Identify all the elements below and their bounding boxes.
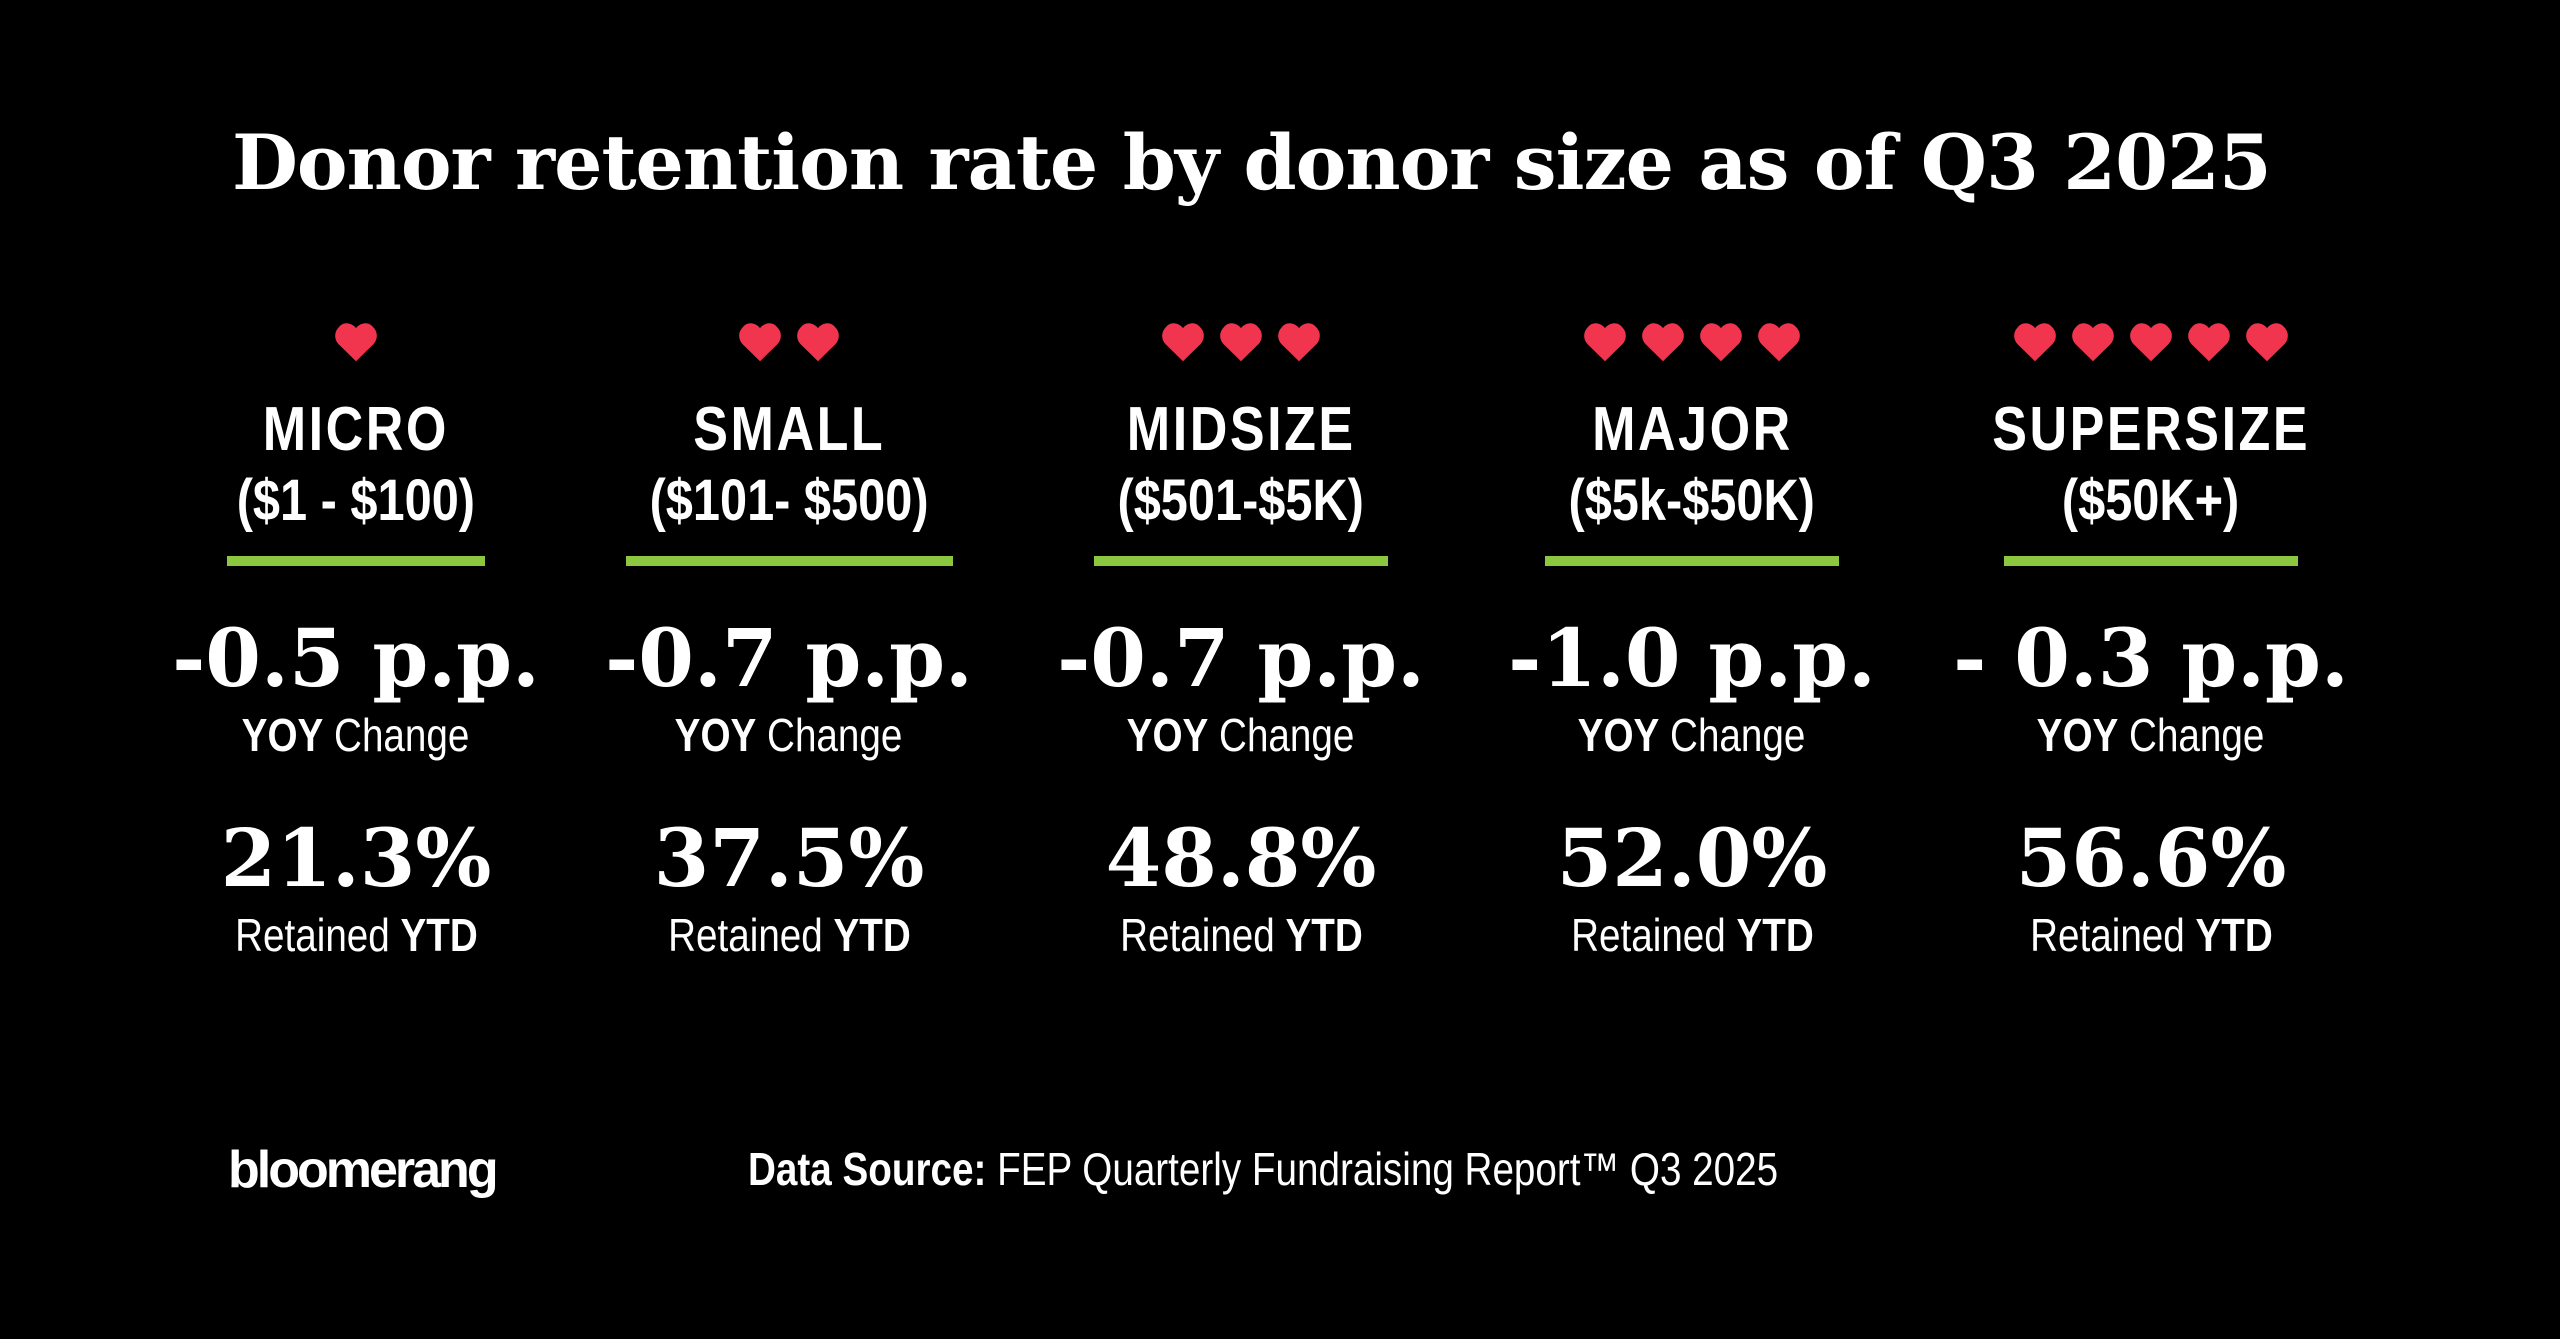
yoy-label-bold: YOY — [1578, 709, 1660, 761]
retained-label-text: Retained — [234, 909, 390, 961]
yoy-label-text: Change — [1670, 709, 1806, 761]
retained-value: 21.3% — [220, 811, 492, 905]
retained-label-bold: YTD — [1285, 909, 1363, 961]
segment-name: SMALL — [693, 395, 885, 464]
heart-rating — [559, 320, 1019, 376]
heart-icon — [2014, 323, 2056, 362]
heart-icon — [335, 323, 377, 362]
green-underline — [227, 556, 485, 566]
heart-icon — [1162, 323, 1204, 362]
retained-label-bold: YTD — [1736, 909, 1814, 961]
segment-range: ($501-$5K) — [1117, 468, 1365, 533]
yoy-label-text: Change — [767, 709, 903, 761]
yoy-value: - 0.3 p.p. — [1953, 611, 2349, 705]
retained-value: 37.5% — [653, 811, 925, 905]
yoy-value: -0.5 p.p. — [172, 611, 540, 705]
yoy-label-bold: YOY — [2037, 709, 2119, 761]
retained-label-bold: YTD — [400, 909, 478, 961]
retained-label-text: Retained — [1119, 909, 1275, 961]
retained-label-bold: YTD — [833, 909, 911, 961]
retained-label: Retained YTD — [235, 906, 478, 964]
yoy-label-bold: YOY — [242, 709, 324, 761]
data-source: Data Source: FEP Quarterly Fundraising R… — [748, 1142, 1778, 1196]
retained-value: 52.0% — [1556, 811, 1828, 905]
heart-icon — [2188, 323, 2230, 362]
yoy-label: YOY Change — [675, 706, 903, 764]
yoy-label: YOY Change — [2037, 706, 2265, 764]
yoy-label: YOY Change — [242, 706, 470, 764]
green-underline — [625, 556, 953, 566]
segment-name: MICRO — [262, 395, 450, 464]
heart-icon — [1700, 323, 1742, 362]
retained-label: Retained YTD — [2030, 906, 2273, 964]
page-title: Donor retention rate by donor size as of… — [232, 118, 2272, 207]
yoy-label-bold: YOY — [1127, 709, 1209, 761]
data-source-label: Data Source: — [748, 1143, 987, 1195]
donor-size-column: SMALL ($101- $500) -0.7 p.p. YOY Change … — [559, 320, 1019, 964]
segment-range: ($1 - $100) — [236, 468, 476, 533]
yoy-label-text: Change — [2129, 709, 2265, 761]
segment-name: MAJOR — [1591, 395, 1793, 464]
yoy-label: YOY Change — [1578, 706, 1806, 764]
retained-label: Retained YTD — [668, 906, 911, 964]
heart-icon — [1642, 323, 1684, 362]
retained-value: 48.8% — [1105, 811, 1377, 905]
heart-icon — [1278, 323, 1320, 362]
heart-icon — [797, 323, 839, 362]
heart-icon — [1584, 323, 1626, 362]
data-source-text: FEP Quarterly Fundraising Report™ Q3 202… — [997, 1143, 1779, 1195]
heart-rating — [1011, 320, 1471, 376]
green-underline — [2004, 556, 2298, 566]
retained-label-text: Retained — [667, 909, 823, 961]
bloomerang-logo: bloomerang — [228, 1141, 499, 1199]
segment-range: ($101- $500) — [649, 468, 929, 533]
yoy-label-bold: YOY — [675, 709, 757, 761]
heart-rating — [1921, 320, 2381, 376]
yoy-value: -1.0 p.p. — [1508, 611, 1876, 705]
green-underline — [1545, 556, 1839, 566]
retained-label-text: Retained — [2029, 909, 2185, 961]
retained-value: 56.6% — [2015, 811, 2287, 905]
heart-icon — [1758, 323, 1800, 362]
retained-label-text: Retained — [1570, 909, 1726, 961]
retained-label: Retained YTD — [1120, 906, 1363, 964]
heart-icon — [739, 323, 781, 362]
yoy-label-text: Change — [334, 709, 470, 761]
segment-range: ($50K+) — [2062, 468, 2240, 533]
yoy-value: -0.7 p.p. — [605, 611, 973, 705]
segment-name: SUPERSIZE — [1992, 395, 2310, 464]
heart-rating — [126, 320, 586, 376]
heart-icon — [2246, 323, 2288, 362]
yoy-value: -0.7 p.p. — [1057, 611, 1425, 705]
donor-size-column: MAJOR ($5k-$50K) -1.0 p.p. YOY Change 52… — [1462, 320, 1922, 964]
donor-size-column: SUPERSIZE ($50K+) - 0.3 p.p. YOY Change … — [1921, 320, 2381, 964]
heart-icon — [2072, 323, 2114, 362]
donor-size-column: MIDSIZE ($501-$5K) -0.7 p.p. YOY Change … — [1011, 320, 1471, 964]
segment-name: MIDSIZE — [1126, 395, 1356, 464]
segment-range: ($5k-$50K) — [1568, 468, 1816, 533]
retained-label-bold: YTD — [2195, 909, 2273, 961]
yoy-label: YOY Change — [1127, 706, 1355, 764]
heart-icon — [1220, 323, 1262, 362]
donor-size-column: MICRO ($1 - $100) -0.5 p.p. YOY Change 2… — [126, 320, 586, 964]
yoy-label-text: Change — [1219, 709, 1355, 761]
heart-icon — [2130, 323, 2172, 362]
heart-rating — [1462, 320, 1922, 376]
retained-label: Retained YTD — [1571, 906, 1814, 964]
green-underline — [1094, 556, 1388, 566]
